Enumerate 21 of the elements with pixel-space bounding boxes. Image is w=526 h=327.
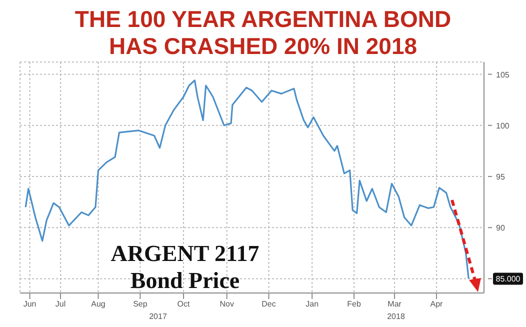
y-tick-label: 95 — [496, 172, 506, 182]
x-tick-label: Aug — [91, 300, 106, 309]
text: 2018 — [386, 312, 406, 321]
y-tick-label: 90 — [496, 224, 506, 233]
x-tick-label: Sep — [133, 300, 148, 309]
annotation: Bond Price — [129, 267, 241, 294]
text: 2017 — [148, 312, 168, 321]
x-tick-label: Feb — [347, 300, 362, 309]
x-tick-label: Apr — [430, 300, 444, 309]
x-tick-label: Mar — [388, 300, 402, 309]
x-tick-label: Jun — [23, 300, 36, 309]
annotation: ARGENT 2117 — [110, 240, 260, 267]
y-tick-label: 100 — [496, 121, 510, 130]
x-tick-label: Jul — [55, 300, 66, 309]
chart-title: THE 100 YEAR ARGENTINA BOND HAS CRASHED 20% IN 2018 — [74, 6, 452, 60]
x-tick-label: Oct — [177, 300, 191, 309]
y-tick-label: 85.000 — [496, 274, 521, 284]
x-tick-label: Dec — [262, 300, 276, 309]
y-tick-label: 105 — [496, 70, 510, 80]
x-tick-label: Jan — [306, 300, 319, 309]
x-tick-label: Nov — [220, 300, 234, 309]
